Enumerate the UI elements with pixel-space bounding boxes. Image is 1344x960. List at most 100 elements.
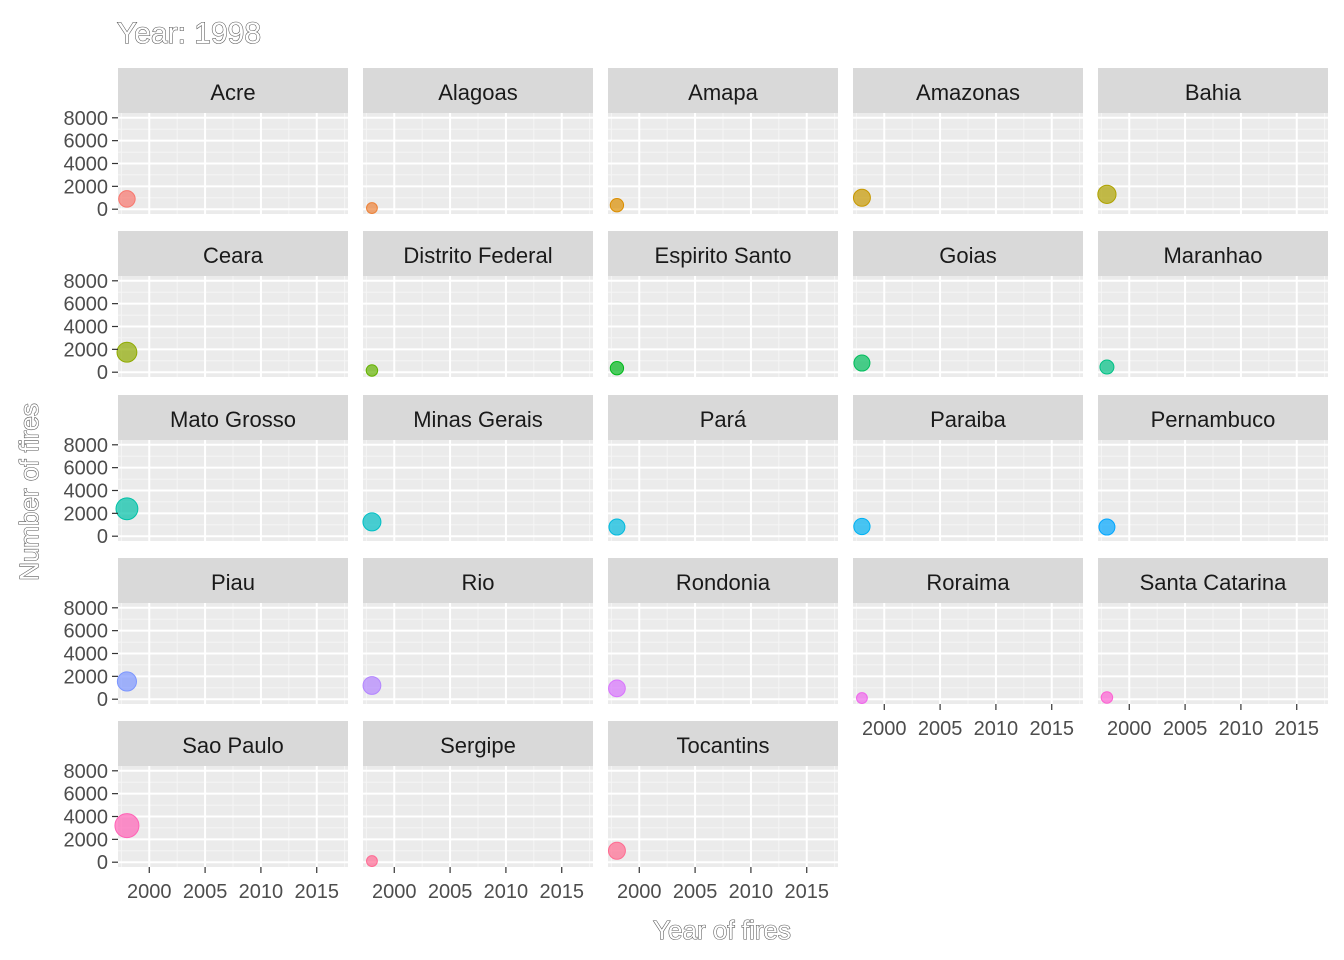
- x-tick-label: 2000: [1107, 718, 1152, 740]
- y-tick-label: 4000: [64, 644, 109, 666]
- data-point-pernambuco: [1098, 518, 1116, 536]
- facet-espirito-santo: Espirito Santo: [608, 231, 838, 377]
- facet-rondonia: Rondonia: [608, 558, 838, 704]
- facet-strip: [853, 231, 1083, 276]
- facet-amapa: Amapa: [608, 68, 838, 214]
- facet-strip: [363, 558, 593, 603]
- facet-strip: [1098, 68, 1328, 113]
- facet-strip: [118, 68, 348, 113]
- data-point-ceara: [116, 341, 138, 363]
- facet-strip-label: Espirito Santo: [655, 243, 792, 268]
- chart-title: Year: 1998: [117, 17, 261, 50]
- facet-alagoas: Alagoas: [363, 68, 593, 214]
- x-tick-label: 2005: [673, 881, 718, 903]
- data-point-sergipe: [366, 855, 378, 867]
- facet-strip: [363, 231, 593, 276]
- facet-strip-label: Roraima: [926, 570, 1010, 595]
- facet-pernambuco: Pernambuco: [1098, 395, 1328, 541]
- data-point-amapa: [609, 198, 625, 213]
- x-tick-label: 2005: [918, 718, 963, 740]
- x-tick-label: 2000: [862, 718, 907, 740]
- y-tick-label: 0: [97, 689, 108, 711]
- facet-strip-label: Distrito Federal: [403, 243, 552, 268]
- facet-paraiba: Paraiba: [853, 395, 1083, 541]
- x-tick-label: 2000: [617, 881, 662, 903]
- facet-para: Pará: [608, 395, 838, 541]
- data-point-roraima: [856, 692, 868, 704]
- y-tick-label: 2000: [64, 666, 109, 688]
- facet-goias: Goias: [853, 231, 1083, 377]
- x-tick-label: 2000: [127, 881, 172, 903]
- x-tick-label: 2010: [1219, 718, 1264, 740]
- x-tick-label: 2005: [1163, 718, 1208, 740]
- x-tick-label: 2015: [539, 881, 584, 903]
- y-tick-label: 6000: [64, 131, 109, 153]
- facet-strip-label: Pernambuco: [1151, 407, 1276, 432]
- facet-rio: Rio: [362, 558, 593, 704]
- data-point-goias: [853, 354, 871, 372]
- y-tick-label: 8000: [64, 435, 109, 457]
- facet-strip-label: Minas Gerais: [413, 407, 543, 432]
- y-tick-label: 6000: [64, 621, 109, 643]
- y-tick-label: 8000: [64, 598, 109, 620]
- facet-strip: [853, 558, 1083, 603]
- facet-strip: [1098, 395, 1328, 440]
- data-point-maranhao: [1099, 359, 1115, 375]
- x-tick-label: 2005: [183, 881, 228, 903]
- facet-strip-label: Piau: [211, 570, 255, 595]
- facet-roraima: Roraima 2000 2005 2010 2015: [853, 558, 1083, 740]
- facet-amazonas: Amazonas: [852, 68, 1083, 214]
- x-tick-label: 2015: [784, 881, 829, 903]
- y-tick-label: 4000: [64, 154, 109, 176]
- y-tick-label: 2000: [64, 176, 109, 198]
- facet-distrito-federal: Distrito Federal: [363, 231, 593, 377]
- y-tick-label: 6000: [64, 294, 109, 316]
- y-tick-label: 6000: [64, 458, 109, 480]
- facet-strip: [118, 558, 348, 603]
- data-point-rio: [362, 676, 382, 695]
- x-tick-label: 2010: [484, 881, 529, 903]
- y-tick-label: 8000: [64, 761, 109, 783]
- data-point-amazonas: [852, 188, 871, 207]
- x-tick-label: 2005: [428, 881, 473, 903]
- facet-strip-label: Ceara: [203, 243, 264, 268]
- facet-strip-label: Goias: [939, 243, 996, 268]
- facet-strip: [1098, 558, 1328, 603]
- facet-santa-catarina: Santa Catarina 2000 2005 2010 2015: [1098, 558, 1328, 740]
- data-point-acre: [118, 190, 136, 208]
- y-tick-label: 8000: [64, 271, 109, 293]
- data-point-minas-gerais: [362, 512, 382, 532]
- facet-strip: [608, 231, 838, 276]
- y-tick-label: 0: [97, 526, 108, 548]
- facet-strip-label: Rondonia: [676, 570, 771, 595]
- x-axis-title: Year of fires: [653, 915, 791, 945]
- facet-strip: [853, 395, 1083, 440]
- y-tick-label: 4000: [64, 807, 109, 829]
- y-tick-label: 8000: [64, 108, 109, 130]
- facet-strip: [608, 395, 838, 440]
- data-point-bahia: [1097, 184, 1117, 204]
- x-tick-label: 2015: [1029, 718, 1074, 740]
- facet-tocantins: Tocantins 2000 2005 2010 2015: [607, 721, 838, 903]
- facet-strip-label: Sergipe: [440, 733, 516, 758]
- x-tick-label: 2000: [372, 881, 417, 903]
- facet-strip-label: Alagoas: [438, 80, 518, 105]
- facet-strip-label: Santa Catarina: [1140, 570, 1288, 595]
- facet-strip: [118, 231, 348, 276]
- x-tick-label: 2010: [239, 881, 284, 903]
- data-point-espirito-santo: [609, 361, 625, 376]
- y-tick-label: 0: [97, 362, 108, 384]
- y-tick-label: 2000: [64, 339, 109, 361]
- facet-strip-label: Maranhao: [1163, 243, 1262, 268]
- facet-strip-label: Tocantins: [677, 733, 770, 758]
- y-tick-label: 2000: [64, 829, 109, 851]
- facet-strip: [608, 558, 838, 603]
- facet-strip-label: Paraiba: [930, 407, 1007, 432]
- facet-strip: [363, 395, 593, 440]
